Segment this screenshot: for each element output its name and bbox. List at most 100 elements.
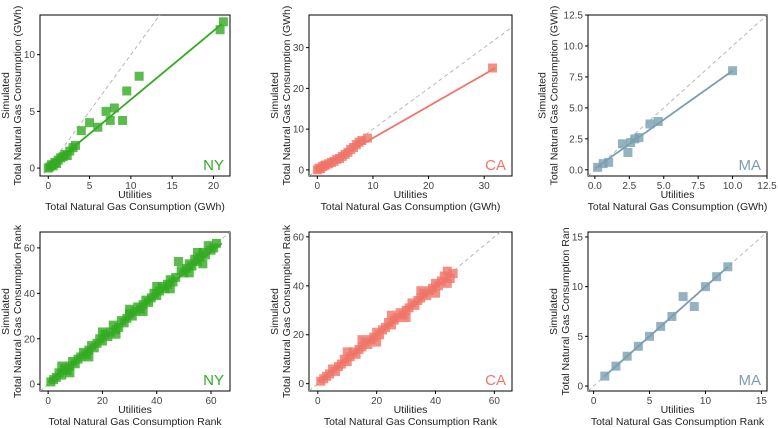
y-tick-label: 12.5 bbox=[564, 11, 584, 22]
y-tick-label: 0 bbox=[29, 380, 35, 391]
state-label: MA bbox=[739, 157, 762, 174]
plot-area bbox=[41, 15, 228, 176]
y-tick-label: 20 bbox=[293, 330, 305, 341]
data-point bbox=[442, 266, 452, 276]
y-axis-label-bottom: Total Natural Gas Consumption Rank bbox=[281, 224, 293, 398]
y-tick-label: 60 bbox=[293, 232, 305, 243]
data-point bbox=[386, 320, 396, 330]
fit-line bbox=[604, 266, 729, 377]
x-axis-label-bottom: Total Natural Gas Consumption Rank bbox=[591, 416, 765, 428]
x-axis-label-bottom: Total Natural Gas Consumption Rank bbox=[48, 416, 222, 428]
x-tick-label: 12.5 bbox=[757, 181, 777, 192]
data-point bbox=[138, 300, 148, 310]
data-point bbox=[439, 271, 449, 281]
y-axis-label-bottom: Total Natural Gas Consumption (GWh) bbox=[12, 6, 24, 186]
x-tick-label: 20 bbox=[97, 396, 109, 407]
y-axis-label-top: Simulated bbox=[269, 72, 281, 119]
data-point bbox=[357, 136, 367, 146]
data-point bbox=[386, 310, 396, 320]
x-tick-label: 20 bbox=[423, 181, 435, 192]
data-point bbox=[645, 119, 655, 129]
plot-area bbox=[309, 232, 502, 391]
data-point bbox=[617, 139, 627, 149]
data-point bbox=[89, 343, 99, 353]
x-tick-label: 2.5 bbox=[622, 181, 636, 192]
data-point bbox=[357, 335, 367, 345]
data-point bbox=[125, 304, 135, 314]
data-point bbox=[342, 357, 352, 367]
state-label: MA bbox=[739, 372, 762, 389]
y-tick-label: 10 bbox=[572, 282, 584, 293]
y-tick-label: 0 bbox=[298, 379, 304, 390]
state-label: CA bbox=[485, 157, 506, 174]
data-point bbox=[114, 322, 124, 332]
data-point bbox=[336, 359, 346, 369]
state-label: CA bbox=[485, 372, 506, 389]
plot-frame bbox=[587, 14, 768, 177]
data-point bbox=[653, 117, 663, 127]
x-tick-label: 40 bbox=[430, 396, 442, 407]
data-point bbox=[325, 369, 335, 379]
x-tick-label: 20 bbox=[208, 181, 220, 192]
data-point bbox=[363, 340, 373, 350]
x-tick-label: 10 bbox=[700, 396, 712, 407]
data-point bbox=[195, 252, 205, 262]
data-point bbox=[171, 272, 181, 282]
x-tick-label: 60 bbox=[489, 396, 501, 407]
y-axis-label-top: Simulated bbox=[0, 288, 12, 335]
x-tick-label: 0 bbox=[45, 181, 51, 192]
data-point bbox=[182, 263, 192, 273]
data-point bbox=[65, 361, 75, 371]
data-point bbox=[192, 247, 202, 257]
data-point bbox=[76, 126, 86, 136]
data-point bbox=[51, 372, 61, 382]
y-axis-label-top: Simulated bbox=[0, 72, 12, 119]
data-point bbox=[122, 86, 132, 96]
y-tick-label: 0 bbox=[577, 382, 583, 393]
data-point bbox=[623, 147, 633, 157]
data-point bbox=[65, 368, 75, 378]
fit-line bbox=[594, 69, 734, 170]
x-axis-label-bottom: Total Natural Gas Consumption (GWh) bbox=[321, 201, 501, 213]
data-point bbox=[362, 133, 372, 143]
y-tick-label: 5.0 bbox=[569, 103, 583, 114]
data-point bbox=[410, 300, 420, 310]
y-axis-label-top: Simulated bbox=[269, 288, 281, 335]
data-point bbox=[201, 250, 211, 260]
plot-frame bbox=[308, 14, 513, 177]
plot-area bbox=[40, 232, 230, 391]
data-point bbox=[401, 313, 411, 323]
x-axis-label-top: Utilities bbox=[394, 189, 428, 201]
data-point bbox=[118, 115, 128, 125]
identity-line bbox=[588, 15, 767, 176]
plot-frame bbox=[587, 231, 768, 392]
x-tick-label: 20 bbox=[371, 396, 383, 407]
data-point bbox=[62, 151, 72, 161]
x-axis-label-top: Utilities bbox=[118, 404, 152, 416]
data-point bbox=[436, 276, 446, 286]
plot-frame bbox=[39, 231, 231, 392]
y-tick-label: 30 bbox=[293, 43, 305, 54]
plot-area bbox=[588, 232, 767, 391]
state-label: NY bbox=[203, 372, 224, 389]
x-tick-label: 10 bbox=[125, 181, 137, 192]
plot-frame bbox=[39, 14, 231, 177]
fit-line bbox=[47, 242, 223, 383]
x-tick-label: 7.5 bbox=[691, 181, 705, 192]
y-tick-label: 10 bbox=[293, 125, 305, 136]
data-point bbox=[85, 118, 95, 128]
x-tick-label: 0 bbox=[591, 396, 597, 407]
data-point bbox=[119, 318, 129, 328]
data-point bbox=[97, 327, 107, 337]
x-axis-label-bottom: Total Natural Gas Consumption (GWh) bbox=[588, 201, 768, 213]
y-tick-label: 10 bbox=[24, 50, 36, 61]
data-point bbox=[445, 273, 455, 283]
data-point bbox=[416, 286, 426, 296]
data-point bbox=[351, 349, 361, 359]
y-tick-label: 0.0 bbox=[569, 165, 583, 176]
x-tick-label: 5 bbox=[87, 181, 93, 192]
plot-frame bbox=[308, 231, 513, 392]
x-tick-label: 30 bbox=[479, 181, 491, 192]
